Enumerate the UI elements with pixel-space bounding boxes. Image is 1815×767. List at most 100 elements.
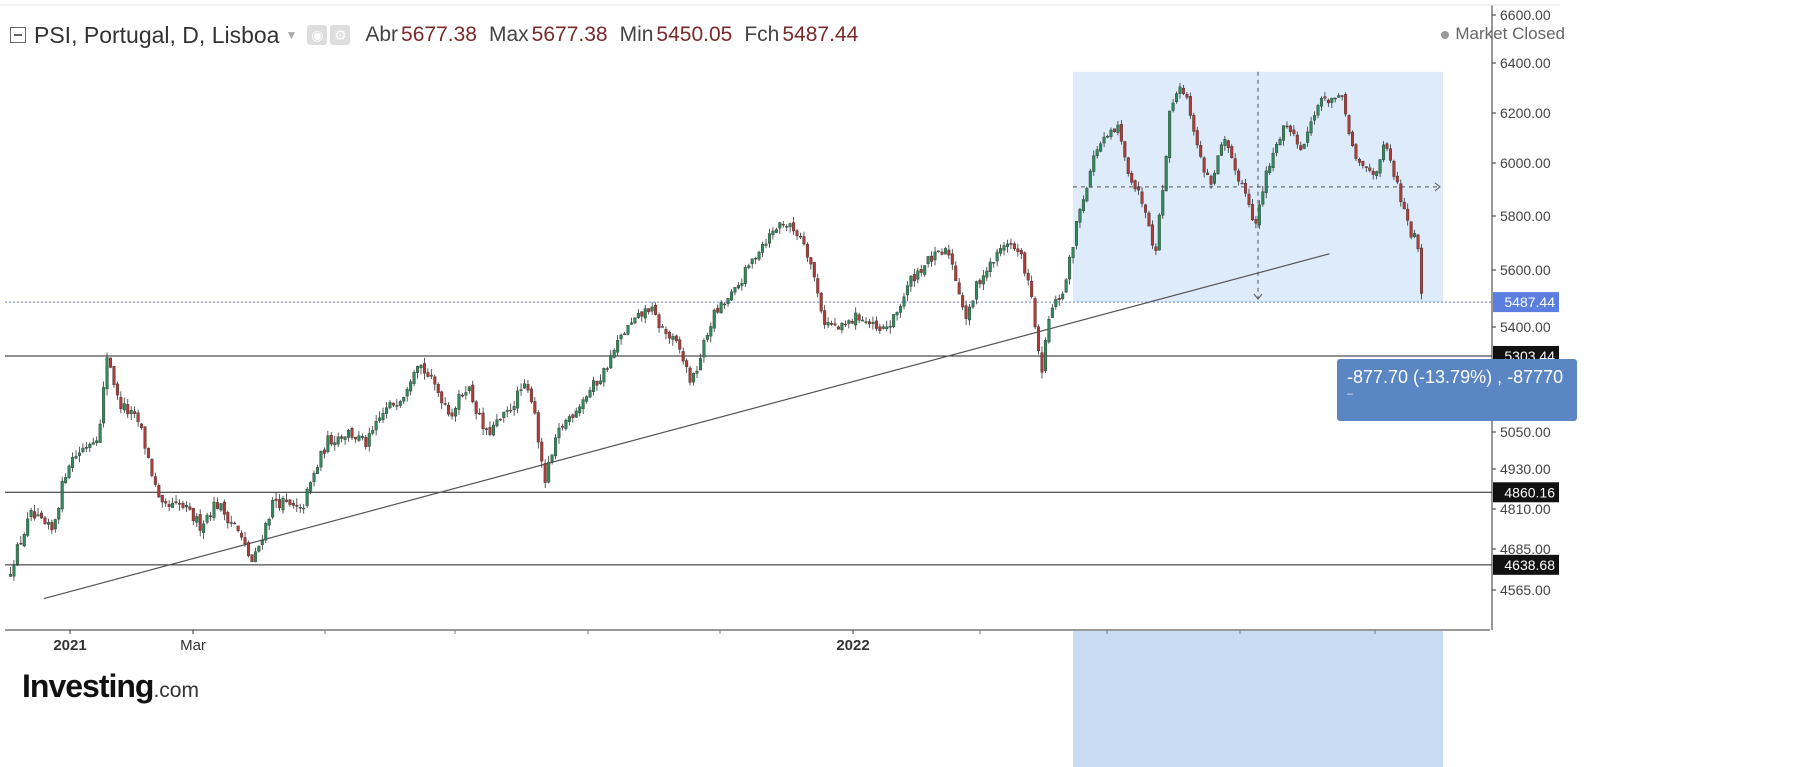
candle-body: [681, 351, 685, 362]
candle-body: [74, 455, 78, 459]
candle-body: [19, 542, 23, 545]
candle-body: [602, 368, 606, 383]
chevron-down-icon[interactable]: ▼: [285, 28, 298, 42]
candle-body: [1292, 129, 1296, 135]
candle-body: [999, 248, 1003, 254]
instrument-title: PSI, Portugal, D, Lisboa: [34, 21, 280, 48]
candle-body: [143, 426, 147, 449]
price-line-label-3: 4638.68: [1504, 557, 1555, 573]
candle-body: [478, 412, 482, 415]
candle-body: [1388, 148, 1392, 161]
candle-body: [274, 498, 278, 501]
candle-body: [1344, 94, 1348, 115]
candle-body: [1226, 140, 1230, 149]
candle-body: [957, 282, 961, 295]
candle-body: [526, 384, 530, 391]
candle-body: [857, 314, 861, 321]
candle-body: [146, 447, 150, 458]
candle-body: [364, 437, 368, 447]
candle-body: [1399, 183, 1403, 202]
candle-body: [740, 283, 744, 286]
y-tick-label-12: 4565.00: [1500, 582, 1551, 598]
y-tick-label-9: 4930.00: [1500, 461, 1551, 477]
candle-body: [26, 518, 30, 536]
candle-body: [153, 476, 157, 485]
candle-body: [1378, 159, 1382, 174]
candle-body: [1023, 252, 1027, 274]
candle-body: [474, 401, 478, 414]
eye-icon[interactable]: ◉: [307, 25, 328, 45]
candle-body: [57, 508, 61, 520]
candle-body: [616, 340, 620, 353]
y-tick-label-0: 6600.00: [1500, 7, 1551, 23]
candle-body: [1188, 96, 1192, 116]
candle-body: [885, 326, 889, 330]
candle-body: [1006, 243, 1010, 247]
candle-body: [60, 481, 64, 510]
candle-body: [1047, 319, 1051, 343]
candle-body: [385, 407, 389, 414]
gear-icon[interactable]: ⚙: [330, 25, 351, 45]
candle-body: [881, 326, 885, 329]
candle-body: [1247, 193, 1251, 206]
candle-body: [664, 328, 668, 334]
candle-body: [367, 433, 371, 447]
y-tick-label-3: 6000.00: [1500, 155, 1551, 171]
candle-body: [1195, 130, 1199, 146]
candle-body: [926, 256, 930, 265]
candle-body: [1199, 144, 1203, 157]
candle-body: [585, 396, 589, 402]
candle-body: [67, 465, 71, 478]
candle-body: [488, 427, 492, 435]
candle-body: [340, 436, 344, 439]
candle-body: [547, 461, 551, 483]
candle-body: [371, 430, 375, 434]
candle-body: [1057, 298, 1061, 300]
candle-body: [1285, 125, 1289, 128]
candle-body: [181, 502, 185, 508]
chart-header: PSI, Portugal, D, Lisboa ▼ ◉ ⚙ Abr 5677.…: [10, 20, 858, 50]
candle-body: [633, 317, 637, 324]
candle-body: [536, 412, 540, 443]
market-status-text: Market Closed: [1455, 24, 1565, 43]
candle-body: [661, 326, 665, 328]
candle-body: [1299, 145, 1303, 151]
candle-body: [1009, 243, 1013, 245]
candle-body: [723, 303, 727, 306]
candle-body: [1240, 182, 1244, 185]
candle-body: [733, 287, 737, 293]
candle-body: [205, 514, 209, 523]
candle-body: [278, 499, 282, 509]
candle-body: [136, 412, 140, 423]
candle-body: [854, 312, 858, 326]
candle-body: [1164, 155, 1168, 192]
candle-body: [1302, 143, 1306, 149]
candle-body: [188, 506, 192, 510]
candle-body: [305, 488, 309, 506]
candle-body: [554, 437, 558, 457]
candle-body: [692, 373, 696, 383]
candle-body: [291, 502, 295, 506]
candle-body: [1337, 95, 1341, 98]
candle-body: [495, 419, 499, 427]
candle-body: [195, 516, 199, 523]
candle-body: [1071, 247, 1075, 258]
candle-body: [1254, 219, 1258, 224]
candle-body: [174, 501, 178, 503]
candle-body: [516, 390, 520, 409]
candle-body: [454, 408, 458, 417]
candle-body: [381, 412, 385, 420]
candle-body: [895, 312, 899, 316]
candle-body: [640, 311, 644, 317]
candle-body: [391, 402, 395, 406]
candle-body: [295, 504, 299, 507]
candle-body: [40, 512, 44, 519]
time-axis: 2021 Mar 2022: [53, 630, 1376, 654]
candle-body: [1192, 114, 1196, 132]
candle-body: [215, 502, 219, 509]
candle-body: [1078, 209, 1082, 223]
candle-body: [246, 542, 250, 556]
candle-body: [1375, 171, 1379, 176]
collapse-icon[interactable]: [10, 27, 26, 43]
